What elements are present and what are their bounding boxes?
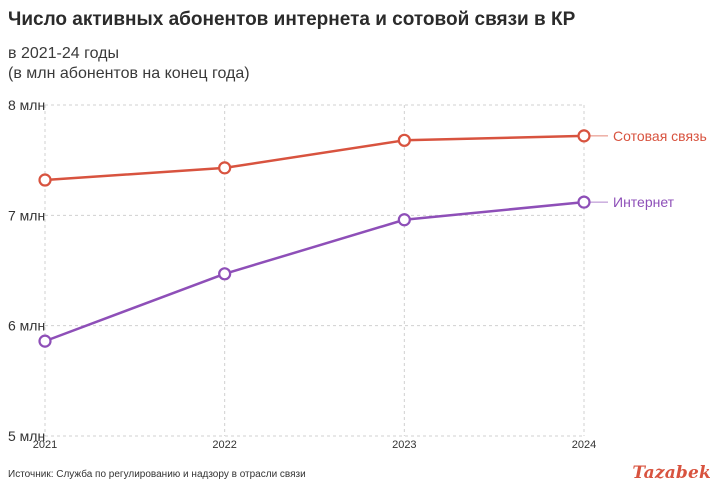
x-axis-ticks: 2021 2022 2023 2024 [33,439,596,451]
source-note: Источник: Служба по регулированию и надз… [8,469,306,480]
data-point [38,173,52,187]
data-point [397,213,411,227]
data-point [577,129,591,143]
x-tick-label: 2024 [572,439,596,451]
data-point [397,133,411,147]
chart-subtitle: в 2021-24 годы (в млн абонентов на конец… [8,44,250,84]
chart-grid [44,104,585,437]
chart-legend: Сотовая связь Интернет [590,128,707,210]
series-line [44,200,585,343]
y-tick-label: 5 млн [8,428,45,444]
chart-title: Число активных абонентов интернета и сот… [8,9,576,30]
legend-label: Интернет [613,194,675,210]
y-tick-label: 7 млн [8,207,45,223]
subtitle-period: в 2021-24 годы [8,45,119,62]
y-tick-label: 6 млн [8,318,45,334]
data-point [218,267,232,281]
data-point [38,334,52,348]
legend-label: Сотовая связь [613,128,707,144]
chart-series [38,129,591,348]
x-tick-label: 2023 [392,439,416,451]
series-line [44,134,585,182]
y-axis-ticks: 8 млн 7 млн 6 млн 5 млн [8,97,45,444]
y-tick-label: 8 млн [8,97,45,113]
x-tick-label: 2022 [212,439,236,451]
data-point [218,161,232,175]
data-point [577,195,591,209]
subtitle-units: (в млн абонентов на конец года) [8,65,250,82]
x-tick-label: 2021 [33,439,57,451]
tazabek-logo[interactable]: Tazabek [632,463,711,483]
